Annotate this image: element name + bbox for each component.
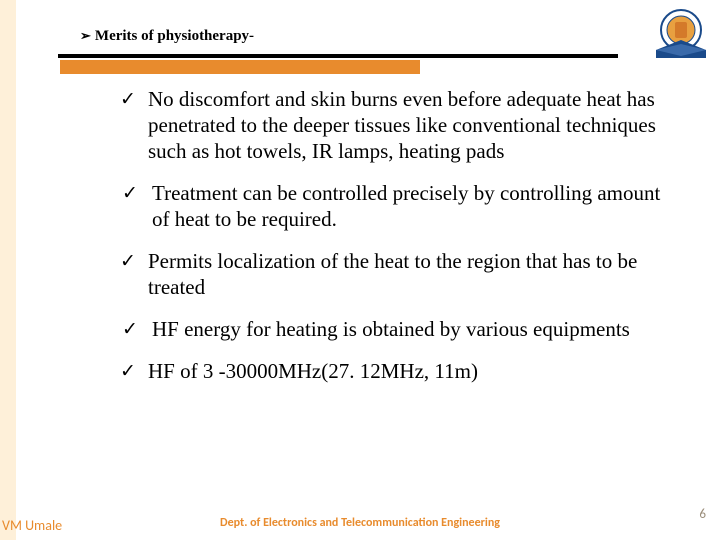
list-item: ✓ Permits localization of the heat to th… — [120, 248, 680, 300]
slide-title: ➢Merits of physiotherapy- — [80, 28, 254, 45]
item-text: HF of 3 -30000MHz(27. 12MHz, 11m) — [148, 359, 478, 383]
institution-logo — [650, 6, 712, 68]
item-text: Permits localization of the heat to the … — [148, 249, 637, 299]
title-bullet-icon: ➢ — [80, 28, 91, 44]
bullet-list: ✓ No discomfort and skin burns even befo… — [120, 86, 680, 400]
check-icon: ✓ — [120, 360, 136, 384]
underline-orange — [60, 60, 420, 74]
item-text: No discomfort and skin burns even before… — [148, 87, 656, 163]
check-icon: ✓ — [120, 88, 136, 112]
list-item: ✓ Treatment can be controlled precisely … — [120, 180, 680, 232]
list-item: ✓ HF of 3 -30000MHz(27. 12MHz, 11m) — [120, 358, 680, 384]
title-underline — [58, 54, 618, 74]
underline-black — [58, 54, 618, 58]
item-text: HF energy for heating is obtained by var… — [152, 317, 630, 341]
check-icon: ✓ — [122, 182, 138, 206]
title-text: Merits of physiotherapy- — [95, 28, 254, 44]
page-number: 6 — [699, 507, 706, 522]
check-icon: ✓ — [120, 250, 136, 274]
list-item: ✓ No discomfort and skin burns even befo… — [120, 86, 680, 164]
footer-department: Dept. of Electronics and Telecommunicati… — [0, 516, 720, 530]
left-accent-strip — [0, 0, 16, 540]
list-item: ✓ HF energy for heating is obtained by v… — [120, 316, 680, 342]
item-text: Treatment can be controlled precisely by… — [152, 181, 660, 231]
check-icon: ✓ — [122, 318, 138, 342]
